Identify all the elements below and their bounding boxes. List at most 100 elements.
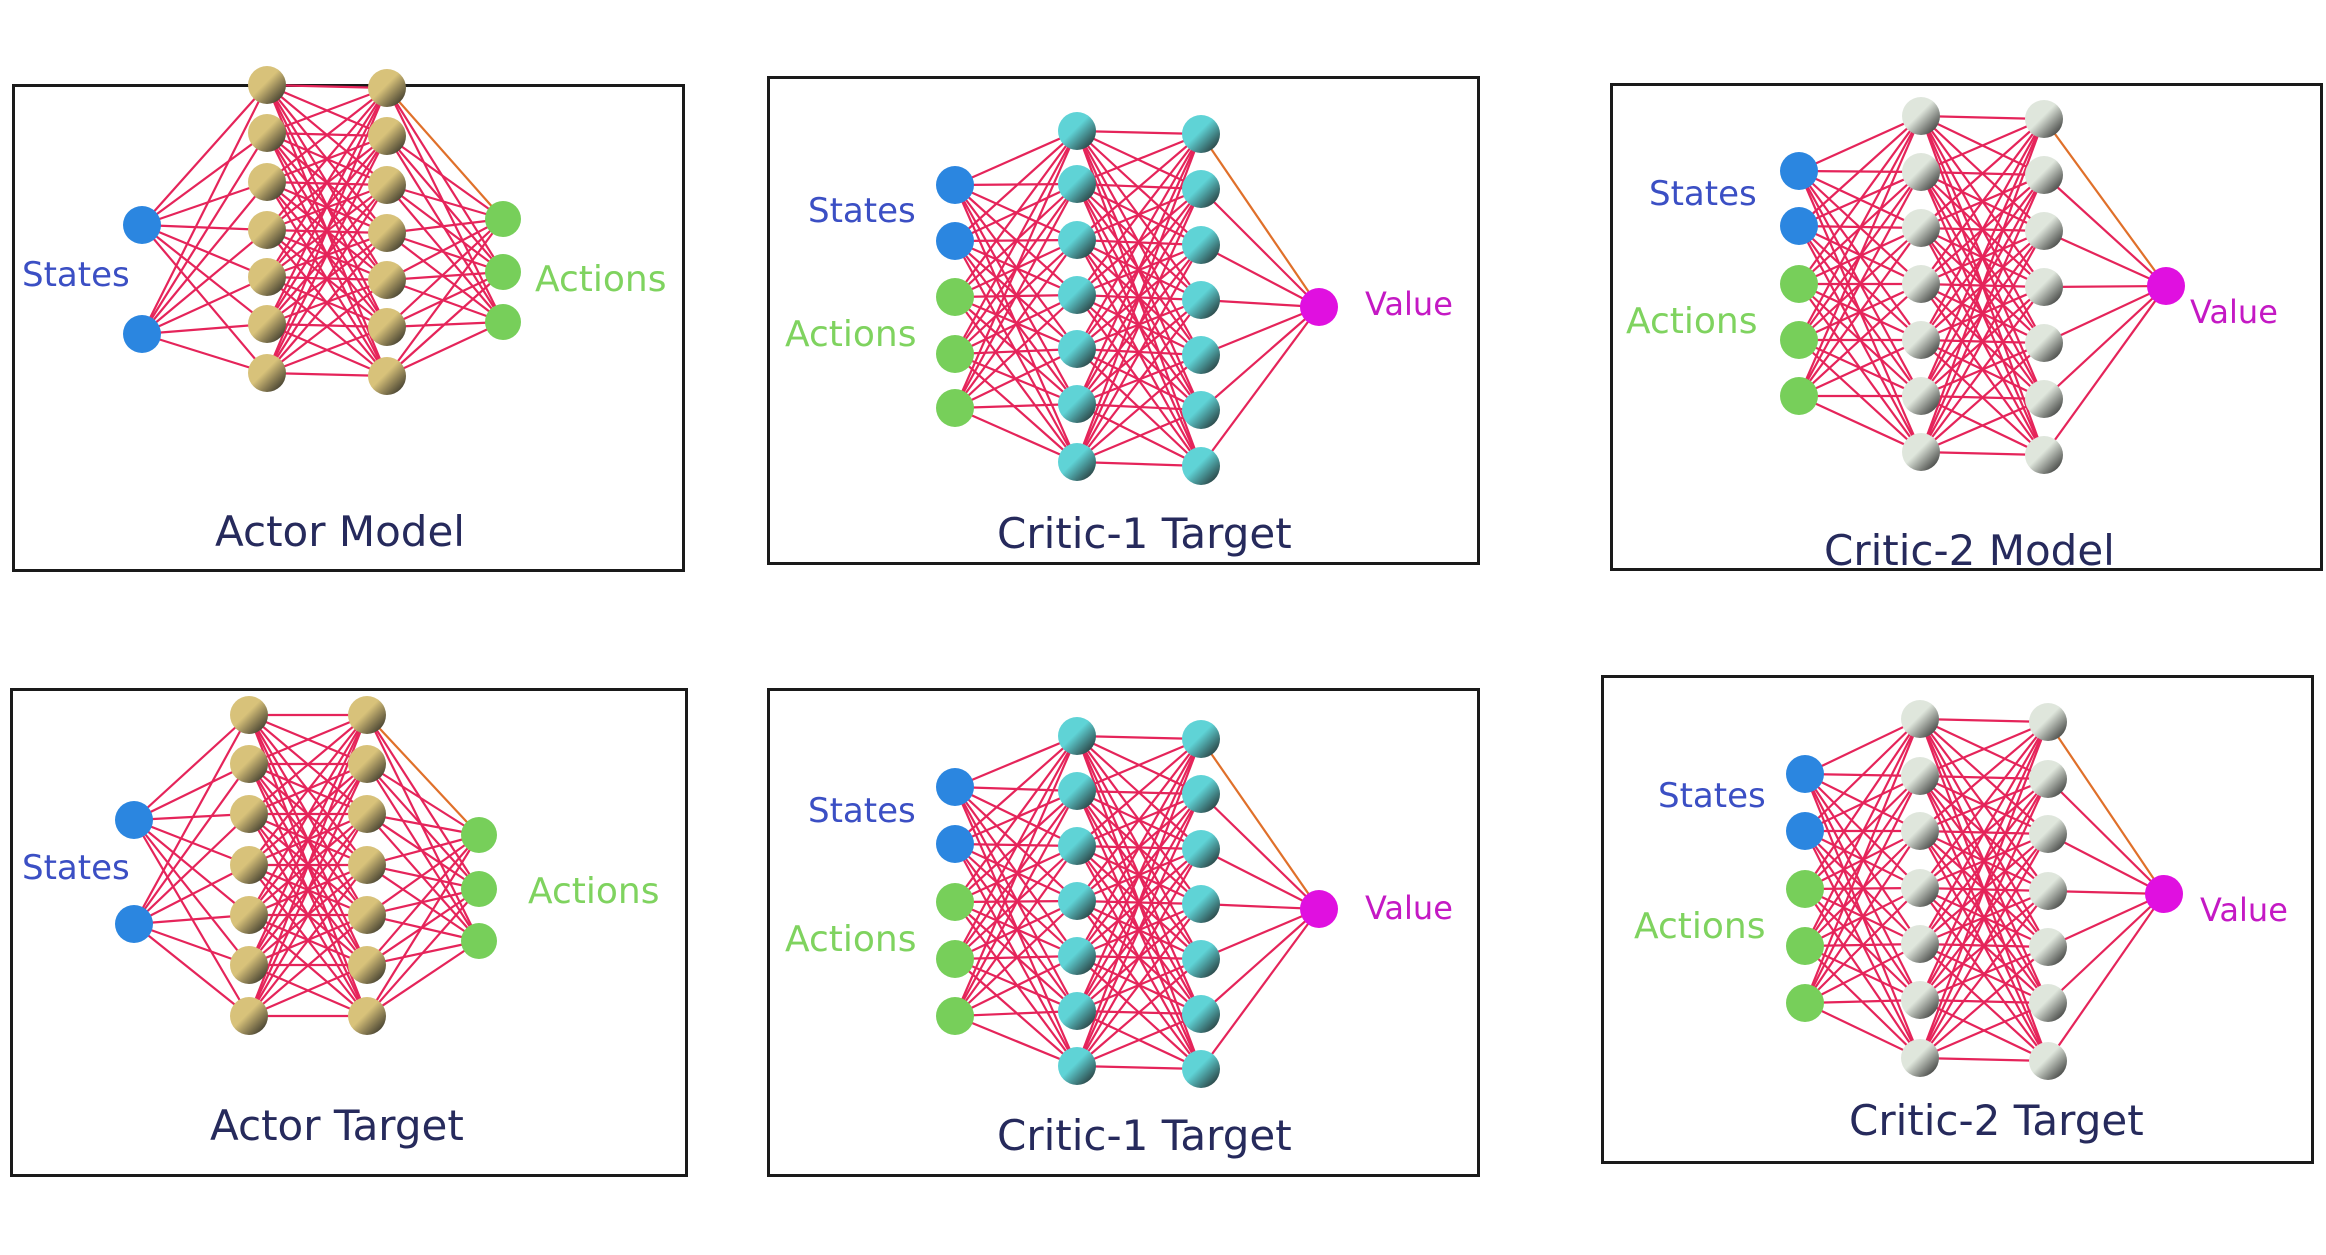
- connection-line: [954, 406, 1078, 464]
- connection-lines: [141, 83, 504, 378]
- connection-line: [1076, 1012, 1202, 1068]
- hidden-node: [1902, 265, 1940, 303]
- actions-label: Actions: [1626, 301, 1758, 342]
- connection-line: [954, 955, 1078, 1017]
- connection-lines: [953, 129, 1320, 468]
- states-label: States: [1649, 174, 1757, 214]
- connection-line: [954, 843, 1078, 1067]
- hidden-node: [348, 997, 386, 1035]
- connection-line: [1075, 793, 1203, 1067]
- hidden-node: [2029, 1042, 2067, 1080]
- actions-label: Actions: [785, 919, 917, 960]
- critic2-target-panel: States Actions Value Critic-2 Target: [1601, 675, 2314, 1164]
- state-input-node: [1786, 812, 1824, 850]
- connection-line: [366, 714, 480, 836]
- hidden-node: [1901, 925, 1939, 963]
- network-nodes: [936, 717, 1338, 1088]
- connection-line: [366, 888, 480, 1017]
- connection-line: [266, 232, 388, 374]
- hidden-node: [248, 66, 286, 104]
- connection-line: [954, 735, 1078, 845]
- state-input-node: [123, 315, 161, 353]
- connection-line: [1803, 718, 1922, 1004]
- connection-line: [248, 963, 368, 1018]
- connection-line: [366, 833, 480, 867]
- hidden-node: [2029, 872, 2067, 910]
- hidden-node: [348, 696, 386, 734]
- connection-line: [1920, 114, 2045, 121]
- actor-model-panel: States Actions Actor Model: [12, 66, 685, 572]
- hidden-node: [368, 357, 406, 395]
- connection-line: [2047, 892, 2165, 949]
- connection-line: [386, 135, 504, 220]
- connection-line: [1076, 133, 1202, 241]
- connection-line: [265, 87, 389, 374]
- connection-line: [366, 834, 480, 916]
- connection-line: [266, 279, 388, 374]
- connection-line: [1804, 943, 1921, 1004]
- connection-line: [1919, 721, 2049, 1001]
- connection-line: [1076, 903, 1202, 1067]
- state-input-node: [936, 768, 974, 806]
- state-input-node: [115, 801, 153, 839]
- connection-line: [366, 813, 480, 890]
- hidden-node: [1058, 112, 1096, 150]
- connection-line: [2047, 889, 2165, 896]
- connection-line: [1919, 946, 2049, 1059]
- connection-line: [954, 845, 1078, 1017]
- connection-line: [1919, 890, 2049, 1059]
- connection-line: [266, 325, 388, 375]
- hidden-node: [368, 166, 406, 204]
- connection-line: [1919, 118, 2046, 397]
- connection-line: [1075, 133, 1203, 463]
- connection-line: [1920, 118, 2045, 229]
- connection-line: [1804, 1002, 1921, 1059]
- states-label: States: [808, 791, 916, 831]
- connection-line: [266, 83, 388, 90]
- action-node: [461, 817, 497, 853]
- connection-line: [1798, 115, 1922, 227]
- hidden-node: [2025, 380, 2063, 418]
- connection-line: [2043, 285, 2167, 456]
- hidden-node: [1058, 330, 1096, 368]
- hidden-node: [1182, 336, 1220, 374]
- connection-line: [386, 184, 504, 273]
- connection-lines: [1803, 717, 2165, 1063]
- connection-line: [1798, 339, 1922, 397]
- connection-line: [133, 819, 250, 1017]
- hidden-node: [1182, 885, 1220, 923]
- connection-line: [141, 275, 268, 336]
- connection-line: [2047, 833, 2165, 895]
- hidden-node: [248, 114, 286, 152]
- critic1-target-bottom-panel: States Actions Value Critic-1 Target: [767, 688, 1480, 1177]
- connection-line: [1076, 738, 1202, 957]
- connection-line: [141, 224, 268, 374]
- connection-line: [386, 218, 504, 281]
- connection-line: [266, 87, 388, 231]
- connection-line: [1200, 908, 1320, 1070]
- connection-line: [386, 87, 504, 220]
- connection-line: [1919, 717, 2049, 724]
- connection-line: [954, 1009, 1078, 1018]
- hidden-node: [348, 795, 386, 833]
- connection-line: [1076, 738, 1202, 902]
- connection-line: [1804, 718, 1921, 890]
- connection-line: [366, 863, 480, 891]
- hidden-node: [2029, 760, 2067, 798]
- connection-line: [386, 321, 504, 377]
- hidden-node: [2025, 324, 2063, 362]
- connection-line: [1076, 132, 1202, 186]
- connection-line: [1920, 117, 2045, 174]
- connection-line: [954, 843, 1078, 1012]
- connection-line: [141, 322, 268, 336]
- action-node: [485, 254, 521, 290]
- connection-line: [248, 864, 368, 1017]
- hidden-node: [1182, 720, 1220, 758]
- connection-line: [133, 923, 250, 1017]
- hidden-node: [1058, 1047, 1096, 1085]
- connection-line: [1075, 738, 1203, 1012]
- connection-line: [2043, 285, 2167, 400]
- connection-line: [1797, 115, 1923, 397]
- connection-line: [954, 130, 1078, 242]
- connection-line: [1200, 902, 1320, 911]
